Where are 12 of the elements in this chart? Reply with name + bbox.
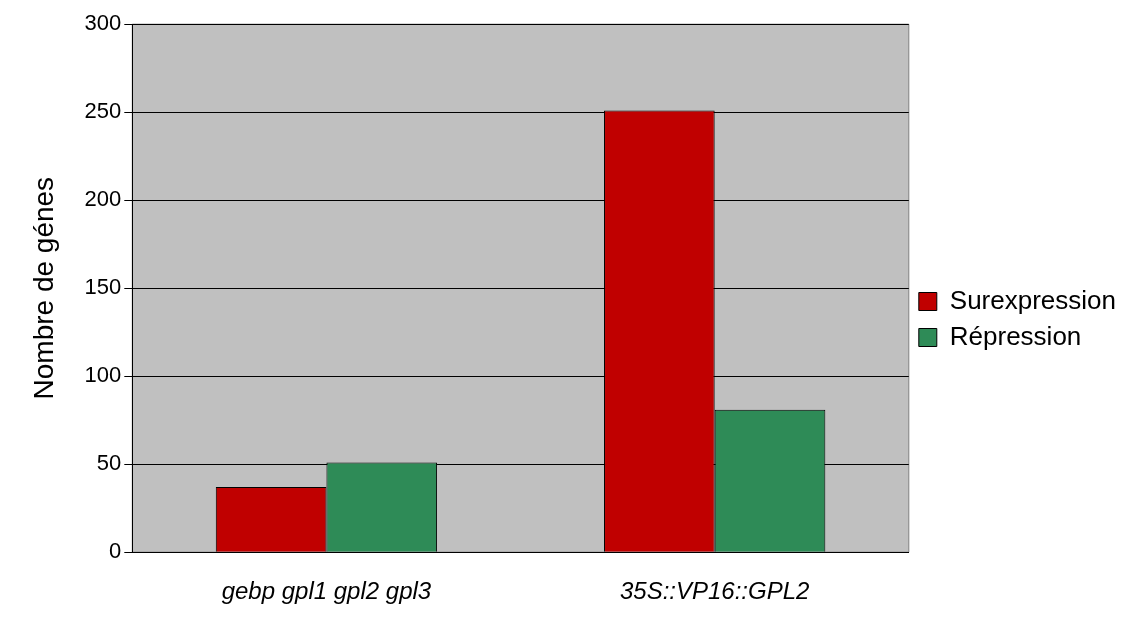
y-tick-label: 250 (84, 98, 122, 124)
x-tick-label: gebp gpl1 gpl2 gpl3 (221, 577, 432, 605)
y-tick-label: 100 (84, 362, 122, 388)
y-tick-label: 150 (84, 274, 122, 300)
y-tick-label: 0 (109, 538, 122, 564)
legend-label: Répression (949, 320, 1082, 351)
y-tick-label: 300 (84, 10, 122, 36)
y-tick-label: 50 (96, 450, 122, 476)
x-tick-label: 35S::VP16::GPL2 (619, 577, 810, 605)
y-tick-label: 200 (84, 186, 122, 212)
legend-label: Surexpression (949, 284, 1117, 315)
y-axis-title: Nombre de génes (27, 176, 59, 400)
